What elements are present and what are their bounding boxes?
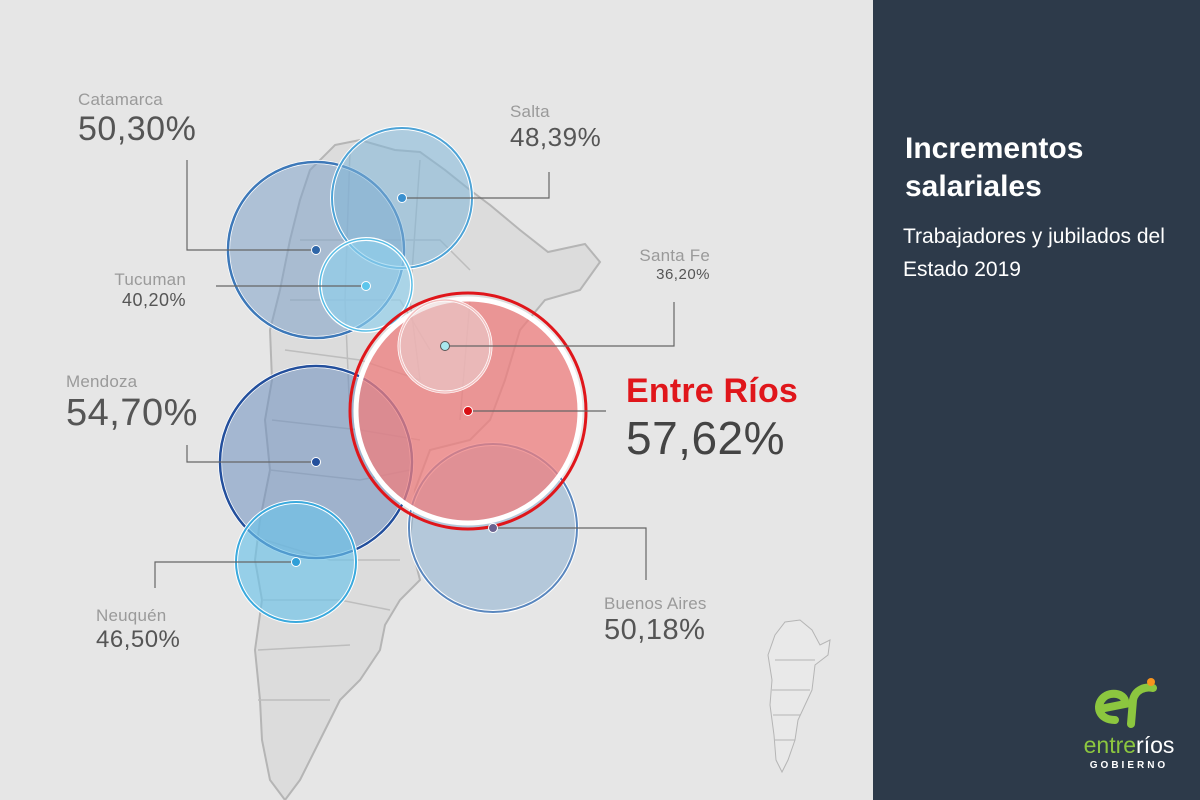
buenos-aires-value: 50,18% bbox=[604, 614, 706, 646]
logo-subtitle: GOBIERNO bbox=[1089, 760, 1169, 771]
salta-label: Salta 48,39% bbox=[510, 102, 601, 153]
santa-fe-label: Santa Fe 36,20% bbox=[620, 246, 710, 283]
er-logo-icon bbox=[1095, 678, 1157, 728]
santa-fe-value: 36,20% bbox=[656, 266, 710, 283]
neuquen-dot bbox=[291, 557, 301, 567]
mendoza-label: Mendoza 54,70% bbox=[66, 372, 198, 435]
argentina-map bbox=[154, 126, 831, 800]
entre-rios-dot bbox=[463, 406, 473, 416]
neuquen-name: Neuquén bbox=[96, 606, 167, 625]
logo-word-second: ríos bbox=[1136, 732, 1175, 758]
logo-wordmark: entreríos bbox=[1069, 732, 1189, 759]
salta-name: Salta bbox=[510, 102, 550, 121]
leader-lines bbox=[154, 160, 675, 588]
tucuman-name: Tucuman bbox=[114, 270, 186, 289]
entre-rios-label: Entre Ríos 57,62% bbox=[626, 372, 798, 465]
mendoza-name: Mendoza bbox=[66, 372, 138, 391]
catamarca-label: Catamarca 50,30% bbox=[78, 90, 196, 149]
catamarca-name: Catamarca bbox=[78, 90, 163, 109]
santa-fe-name: Santa Fe bbox=[639, 246, 710, 265]
mendoza-value: 54,70% bbox=[66, 392, 198, 434]
neuquen-value: 46,50% bbox=[96, 626, 181, 653]
entre-rios-value: 57,62% bbox=[626, 412, 786, 464]
salta-dot bbox=[397, 193, 407, 203]
tucuman-dot bbox=[361, 281, 371, 291]
map-area: Catamarca 50,30% Salta 48,39% Tucuman 40… bbox=[66, 90, 831, 800]
side-panel: Incrementos salariales Trabajadores y ju… bbox=[873, 0, 1200, 800]
page-subtitle: Trabajadores y jubilados del Estado 2019 bbox=[903, 225, 1165, 281]
catamarca-dot bbox=[311, 245, 321, 255]
salta-value: 48,39% bbox=[510, 122, 602, 152]
entre-rios-name: Entre Ríos bbox=[626, 372, 799, 410]
neuquen-label: Neuquén 46,50% bbox=[96, 606, 180, 654]
page-title: Incrementos salariales bbox=[905, 132, 1084, 203]
santa-fe-dot bbox=[440, 341, 450, 351]
tucuman-label: Tucuman 40,20% bbox=[88, 270, 186, 311]
inset-map bbox=[767, 619, 831, 774]
buenos-aires-name: Buenos Aires bbox=[604, 594, 707, 613]
buenos-aires-label: Buenos Aires 50,18% bbox=[604, 594, 707, 647]
logo-word-first: entre bbox=[1083, 732, 1137, 758]
tucuman-value: 40,20% bbox=[121, 290, 186, 310]
mendoza-dot bbox=[311, 457, 321, 467]
entre-rios-logo: entreríos GOBIERNO bbox=[1069, 676, 1189, 776]
catamarca-value: 50,30% bbox=[78, 110, 197, 148]
buenos-aires-dot bbox=[488, 523, 498, 533]
